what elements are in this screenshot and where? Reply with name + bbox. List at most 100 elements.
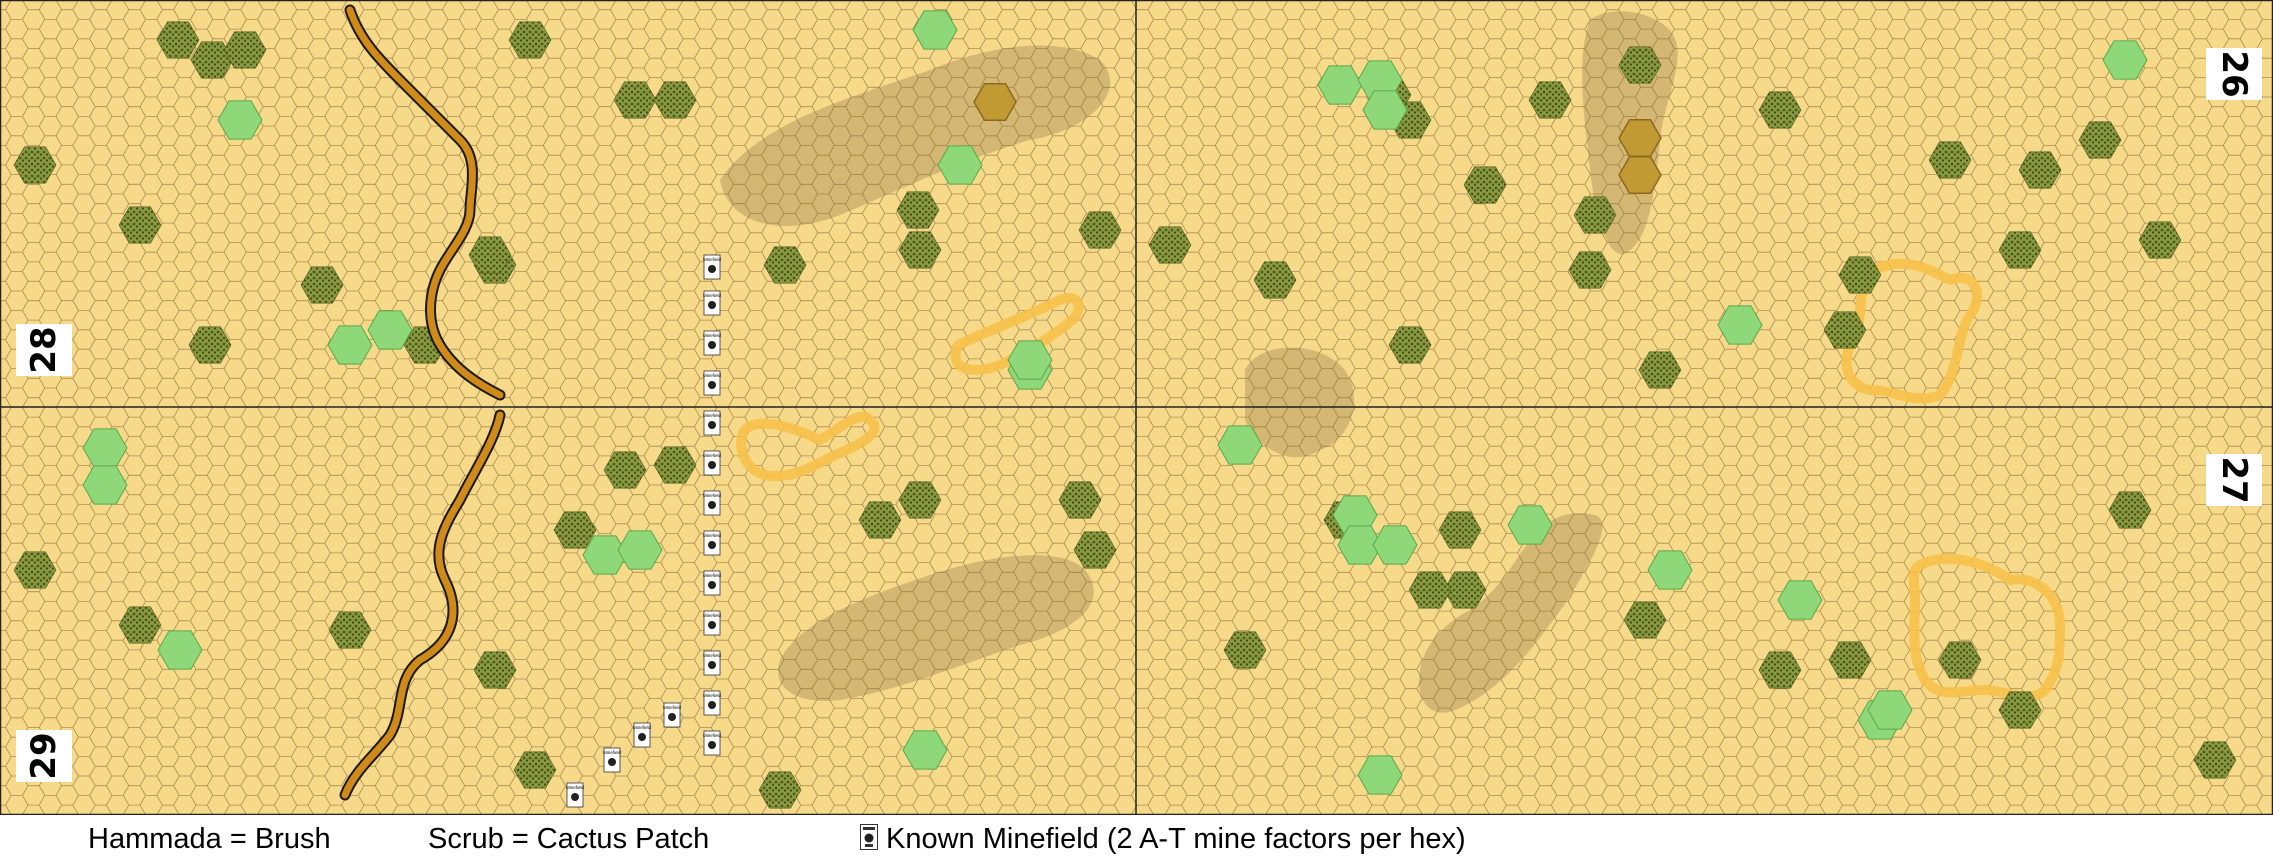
scrub-hex <box>1507 505 1553 545</box>
scrub-hex <box>1217 425 1263 465</box>
hammada-hex <box>1623 601 1667 639</box>
minefield-counter: Minefield <box>663 702 681 728</box>
hammada-hex <box>1828 641 1872 679</box>
minefield-counter-label: Minefield <box>703 533 722 538</box>
hammada-hex <box>653 446 697 484</box>
minefield-counter: Minefield <box>703 690 722 716</box>
hammada-hex <box>603 451 647 489</box>
deir-rim <box>736 411 880 482</box>
hammada-hex <box>858 501 902 539</box>
minefield-counter-label: Minefield <box>703 613 722 618</box>
scrub-hex <box>902 730 948 770</box>
hammada-hex <box>1938 641 1982 679</box>
hammada-hex <box>1078 211 1122 249</box>
hammada-hex <box>1568 251 1612 289</box>
hammada-hex <box>328 611 372 649</box>
hammada-hex <box>1573 196 1617 234</box>
minefield-counter: Minefield <box>633 722 652 748</box>
hammada-hex <box>13 146 57 184</box>
board-number-27: 27 <box>2206 454 2262 506</box>
scrub-hex <box>1317 65 1363 105</box>
hammada-hex <box>1638 351 1682 389</box>
hammada-hex <box>300 266 344 304</box>
hammada-hex <box>188 326 232 364</box>
map-area[interactable]: Minefield Minefield Minefield Minefield Mine… <box>0 0 2273 815</box>
scrub-hex <box>1007 340 1053 380</box>
minefield-counter-label: Minefield <box>703 293 722 298</box>
hammada-hex <box>2078 121 2122 159</box>
minefield-counter: Minefield <box>703 730 722 756</box>
minefield-counter-label: Minefield <box>703 573 722 578</box>
hammada-hex <box>1073 531 1117 569</box>
scrub-hex <box>2102 40 2148 80</box>
minefield-counter-label: Minefield <box>703 693 722 698</box>
scrub-hex <box>1867 690 1913 730</box>
minefield-counter-label: Minefield <box>703 373 722 378</box>
legend-scrub: Scrub = Cactus Patch <box>428 823 710 855</box>
hammada-hex <box>513 751 557 789</box>
hammada-hex <box>1463 166 1507 204</box>
hammada-hex <box>553 511 597 549</box>
minefield-counter: Minefield <box>703 254 722 280</box>
minefield-counter: Minefield <box>703 450 722 476</box>
minefield-counter-icon <box>860 824 878 851</box>
scrub-hex <box>1717 305 1763 345</box>
hammada-hex <box>2193 741 2237 779</box>
scrub-hex <box>82 465 128 505</box>
scrub-hex <box>582 535 628 575</box>
crest-hex <box>1618 156 1662 194</box>
minefield-counter-label: Minefield <box>703 453 722 458</box>
hammada-hex <box>473 651 517 689</box>
legend-minefield: Known Minefield (2 A-T mine factors per … <box>860 823 1466 856</box>
legend-hammada: Hammada = Brush <box>88 823 331 855</box>
scrub-hex <box>1777 580 1823 620</box>
hex-map[interactable]: Minefield Minefield Minefield Minefield Mine… <box>0 0 2273 815</box>
minefield-counter: Minefield <box>703 490 721 516</box>
scrub-hex <box>217 100 263 140</box>
hammada-hex <box>190 41 234 79</box>
hammada-hex <box>896 191 940 229</box>
scrub-hex <box>912 10 958 50</box>
minefield-counter-label: Minefield <box>703 733 722 738</box>
hammada-hex <box>758 771 802 809</box>
hammada-hex <box>653 81 697 119</box>
board-number-29: 29 <box>16 730 72 782</box>
minefield-counter-label: Minefield <box>703 257 722 262</box>
board-number-28: 28 <box>16 324 72 376</box>
minefield-counter: Minefield <box>703 370 722 396</box>
hammada-hex <box>1223 631 1267 669</box>
hammada-hex <box>613 81 657 119</box>
minefield-counter-label: Minefield <box>566 785 585 790</box>
scrub-hex <box>367 310 413 350</box>
scrub-hex <box>1647 550 1693 590</box>
scrub-hex <box>1357 755 1403 795</box>
hammada-hex <box>1253 261 1297 299</box>
hillock-area <box>778 555 1094 701</box>
hammada-hex <box>1408 571 1452 609</box>
minefield-counter: Minefield <box>703 330 722 356</box>
hammada-hex <box>898 231 942 269</box>
hammada-hex <box>1758 651 1802 689</box>
hammada-hex <box>1998 231 2042 269</box>
scrub-hex <box>1372 525 1418 565</box>
minefield-counter: Minefield <box>703 530 722 556</box>
scrub-hex <box>157 630 203 670</box>
scrub-hex <box>1337 525 1383 565</box>
hammada-hex <box>898 481 942 519</box>
minefield-counter: Minefield <box>703 610 722 636</box>
hammada-hex <box>2018 151 2062 189</box>
minefield-counter: Minefield <box>703 290 722 316</box>
minefield-counter: Minefield <box>703 650 721 676</box>
hammada-hex <box>2108 491 2152 529</box>
hammada-hex <box>1528 81 1572 119</box>
hammada-hex <box>1928 141 1972 179</box>
hammada-hex <box>1823 311 1867 349</box>
minefield-counter-label: Minefield <box>703 333 722 338</box>
deir-rim <box>950 293 1084 375</box>
scrub-hex <box>937 145 983 185</box>
scrub-hex <box>617 530 663 570</box>
hammada-hex <box>223 31 267 69</box>
hammada-hex <box>1148 226 1192 264</box>
minefield-counter-label: Minefield <box>633 725 652 730</box>
minefield-counter: Minefield <box>603 747 621 773</box>
